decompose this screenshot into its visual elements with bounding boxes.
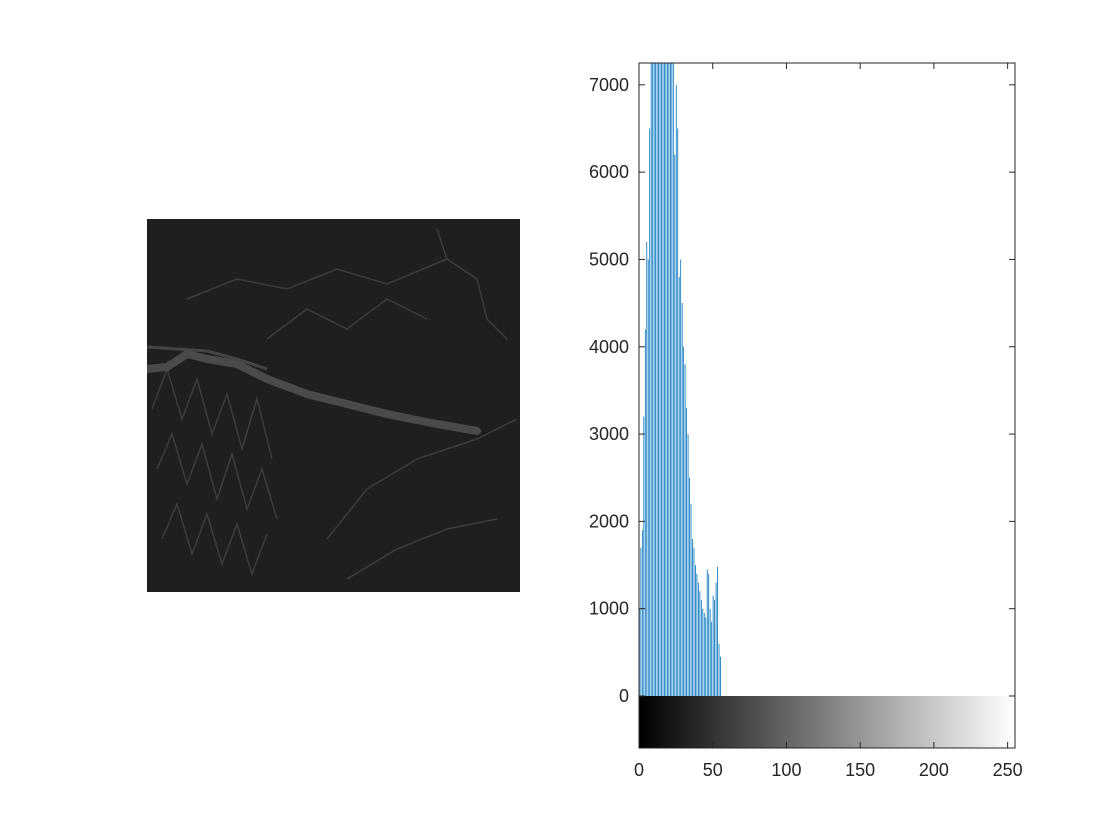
y-tick-label: 3000 bbox=[589, 424, 629, 444]
x-tick-label: 200 bbox=[919, 760, 949, 780]
histogram-bar bbox=[718, 643, 720, 696]
histogram-axes bbox=[638, 62, 1016, 749]
histogram-bar bbox=[690, 503, 692, 696]
histogram-bar bbox=[717, 566, 718, 696]
ridge-lines bbox=[151, 228, 518, 580]
y-tick-label: 7000 bbox=[589, 75, 629, 95]
y-tick-label: 2000 bbox=[589, 511, 629, 531]
histogram-bar bbox=[680, 259, 682, 696]
histogram-bar bbox=[677, 128, 679, 696]
histogram-bar bbox=[687, 434, 689, 696]
ridge-line bbox=[151, 366, 273, 460]
histogram-bar bbox=[708, 573, 710, 696]
histogram-bar bbox=[692, 538, 693, 696]
histogram-bars bbox=[639, 63, 721, 697]
histogram-bar bbox=[674, 154, 676, 697]
histogram-bar bbox=[705, 617, 707, 696]
histogram-bar bbox=[695, 565, 696, 696]
histogram-bar bbox=[709, 608, 711, 696]
ridge-line bbox=[186, 258, 448, 300]
x-tick-label: 250 bbox=[993, 760, 1023, 780]
ridge-line bbox=[156, 431, 278, 520]
histogram-bar bbox=[702, 608, 704, 696]
histogram-bar bbox=[671, 63, 673, 696]
histogram-bar bbox=[652, 63, 654, 696]
x-tick-label: 100 bbox=[771, 760, 801, 780]
histogram-bar bbox=[665, 63, 667, 696]
histogram-bar bbox=[646, 241, 648, 696]
x-tick-label: 50 bbox=[703, 760, 723, 780]
ridge-line bbox=[436, 228, 508, 340]
histogram-bar bbox=[681, 303, 683, 696]
terrain-image bbox=[143, 219, 520, 592]
y-tick-label: 0 bbox=[619, 686, 629, 706]
histogram-bar bbox=[700, 599, 702, 696]
histogram-bar bbox=[714, 599, 715, 696]
histogram-bar bbox=[668, 63, 670, 696]
ridge-line bbox=[161, 501, 268, 577]
y-tick-label: 6000 bbox=[589, 162, 629, 182]
histogram-bar bbox=[711, 621, 713, 696]
river bbox=[143, 349, 481, 435]
histogram-bar bbox=[693, 547, 695, 696]
terrain-image-svg bbox=[143, 219, 520, 592]
histogram-bar bbox=[662, 63, 664, 696]
x-tick-label: 150 bbox=[845, 760, 875, 780]
histogram-bar bbox=[647, 259, 649, 696]
y-tick-label: 5000 bbox=[589, 249, 629, 269]
histogram-bar bbox=[658, 63, 659, 696]
histogram-bar bbox=[696, 573, 698, 696]
histogram-bar bbox=[712, 595, 714, 696]
histogram-bar bbox=[689, 477, 690, 696]
ridge-line bbox=[326, 418, 518, 540]
histogram-bar bbox=[697, 582, 699, 696]
histogram-bar bbox=[678, 276, 680, 696]
histogram-bar bbox=[661, 63, 662, 696]
histogram-bar bbox=[699, 591, 701, 696]
y-tick-label: 1000 bbox=[589, 599, 629, 619]
histogram-bar bbox=[641, 530, 643, 696]
histogram-bar bbox=[644, 329, 646, 696]
histogram-bar bbox=[672, 63, 674, 696]
x-tick-label: 0 bbox=[634, 760, 644, 780]
histogram-bar bbox=[667, 63, 668, 696]
histogram-bar bbox=[655, 63, 657, 696]
histogram-bar bbox=[653, 63, 655, 696]
histogram-bar bbox=[703, 613, 705, 696]
y-tick-label: 4000 bbox=[589, 337, 629, 357]
histogram-bar bbox=[640, 547, 642, 696]
ridge-line bbox=[346, 518, 498, 580]
histogram-bar bbox=[656, 63, 658, 696]
histogram-bar bbox=[720, 656, 721, 696]
histogram-bar bbox=[659, 63, 661, 696]
histogram-bar bbox=[649, 128, 651, 696]
histogram-bar bbox=[664, 63, 665, 696]
river-branch bbox=[146, 345, 268, 371]
axis-ticks: 0 50 100 150 200 250 0 1000 2000 3000 4000 5000 6000… bbox=[589, 63, 1023, 780]
histogram-bar bbox=[675, 84, 677, 697]
histogram-bar bbox=[684, 364, 686, 696]
histogram-bar bbox=[683, 346, 685, 696]
histogram-bar bbox=[669, 63, 671, 696]
histogram-bar bbox=[650, 63, 652, 696]
grayscale-colorbar bbox=[639, 696, 1015, 748]
histogram-bar bbox=[643, 416, 645, 696]
histogram-bar bbox=[715, 582, 717, 696]
histogram-bar bbox=[706, 569, 708, 696]
histogram-bar bbox=[686, 407, 687, 696]
ridge-line bbox=[266, 298, 428, 340]
